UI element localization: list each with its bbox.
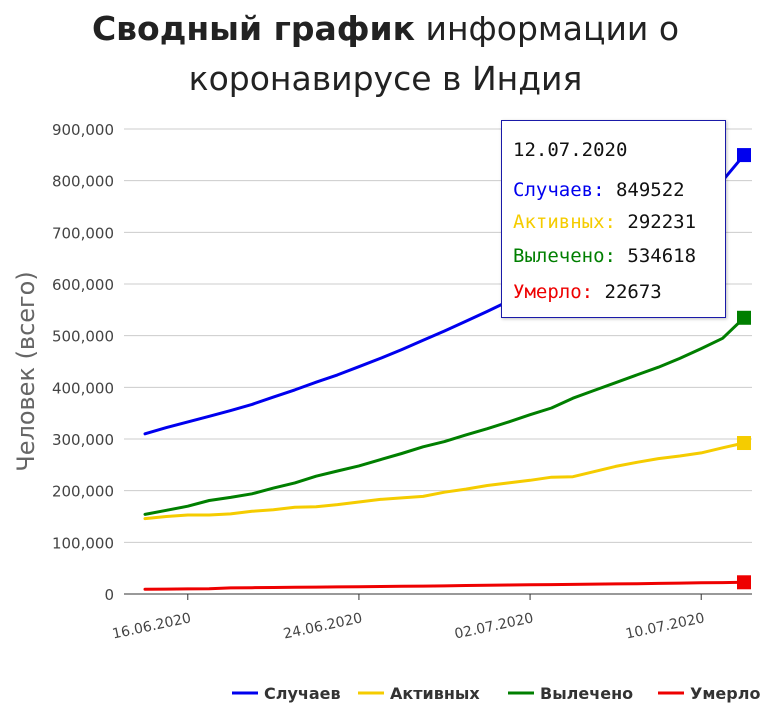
series-marker-2: [737, 310, 751, 325]
x-tick-label: 02.07.2020: [453, 610, 535, 642]
series-marker-0: [737, 148, 751, 163]
tooltip-label-deaths: Умерло:: [513, 281, 594, 303]
y-tick-label: 100,000: [52, 534, 114, 552]
y-tick-label: 600,000: [52, 276, 114, 294]
tooltip-date: 12.07.2020: [513, 139, 628, 161]
y-axis-title: Человек (всего): [12, 271, 40, 471]
tooltip-label-recovered: Вылечено:: [513, 245, 616, 267]
y-tick-label: 700,000: [52, 224, 114, 242]
title-bold: Сводный график: [91, 9, 416, 48]
tooltip-value-recovered: 534618: [627, 245, 697, 267]
legend-label: Умерло: [690, 684, 760, 703]
tooltip-value-deaths: 22673: [604, 281, 662, 303]
legend-label: Активных: [390, 684, 480, 703]
title-line-1: Сводный график информации о: [0, 4, 771, 54]
tooltip-row-recovered: Вылечено: 534618: [513, 245, 696, 267]
series-line-1: [143, 441, 746, 521]
title-rest: информации о: [425, 9, 680, 48]
y-tick-label: 0: [104, 586, 114, 604]
title-line-2: коронавирусе в Индия: [188, 59, 583, 98]
legend-label: Случаев: [264, 684, 341, 703]
chart-title: Сводный график информации о коронавирусе…: [0, 4, 771, 104]
y-tick-label: 300,000: [52, 431, 114, 449]
y-tick-label: 500,000: [52, 328, 114, 346]
tooltip-row-deaths: Умерло: 22673: [513, 281, 662, 303]
tooltip-value-cases: 849522: [615, 179, 685, 201]
x-tick-label: 24.06.2020: [282, 610, 364, 642]
series-marker-3: [737, 575, 751, 590]
series-marker-1: [737, 436, 751, 451]
legend-label: Вылечено: [540, 684, 633, 703]
tooltip-row-cases: Случаев: 849522: [513, 179, 685, 201]
tooltip-label-cases: Случаев:: [513, 179, 605, 201]
x-tick-label: 16.06.2020: [111, 610, 193, 642]
y-tick-label: 200,000: [52, 483, 114, 501]
tooltip: 12.07.2020 Случаев: 849522 Активных: 292…: [501, 120, 726, 318]
tooltip-value-active: 292231: [627, 211, 697, 233]
tooltip-row-active: Активных: 292231: [513, 211, 696, 233]
y-tick-label: 900,000: [52, 121, 114, 139]
tooltip-label-active: Активных:: [513, 211, 616, 233]
series-line-2: [143, 316, 746, 516]
x-tick-label: 10.07.2020: [624, 610, 706, 642]
y-tick-label: 800,000: [52, 173, 114, 191]
y-tick-label: 400,000: [52, 379, 114, 397]
series-line-3: [143, 580, 746, 591]
